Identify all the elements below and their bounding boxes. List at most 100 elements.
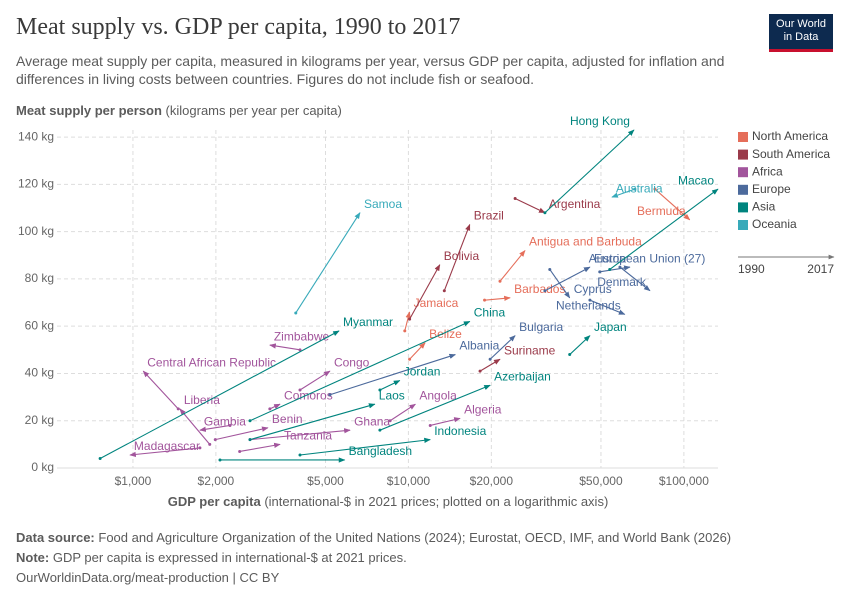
country-label: Cyprus [574,282,612,296]
x-tick-label: $1,000 [115,474,152,488]
legend-swatch [738,167,748,178]
country-label: Bermuda [637,204,686,218]
logo[interactable]: Our World in Data [769,14,833,52]
country-arrow [379,380,401,391]
start-point [328,393,332,397]
country-label: Albania [459,339,499,353]
start-point [378,388,382,392]
country-label: Laos [379,388,405,402]
country-arrow [609,188,719,270]
x-tick-label: $50,000 [579,474,623,488]
country-label: Denmark [597,275,647,289]
country-arrow [404,311,411,332]
start-point [588,298,592,302]
country-arrow [484,295,511,301]
start-point [442,289,446,293]
logo-line: Our World [776,18,826,30]
start-point [513,197,517,201]
country-arrow [215,426,269,441]
country-arrow [329,353,456,396]
legend-label: Europe [752,182,791,196]
start-point [488,357,492,361]
country-label: Barbados [514,282,565,296]
y-axis-note: (kilograms per year per capita) [166,103,342,118]
start-point [238,449,242,453]
start-point [653,187,657,191]
country-arrow [179,408,211,445]
x-axis-note: (international-$ in 2021 prices; plotted… [264,494,608,509]
note-label: Note: [16,550,50,565]
country-label: Macao [678,173,714,187]
country-arrow [544,266,591,292]
source-line: Data source: Food and Agriculture Organi… [16,528,731,548]
country-arrow [99,330,340,460]
country-arrow [299,370,331,391]
chart-subtitle: Average meat supply per capita, measured… [16,53,725,87]
legend-label: Asia [752,200,776,214]
country-arrow [239,442,281,452]
country-arrow [599,265,631,273]
y-tick-label: 140 kg [18,129,54,143]
y-axis-title: Meat supply per person [16,103,162,118]
country-label: Bolivia [444,249,480,263]
start-point [633,187,637,191]
country-arrow [269,343,301,351]
legend-swatch [738,220,748,230]
x-tick-label: $2,000 [198,474,235,488]
start-point [294,311,298,315]
source: Food and Agriculture Organization of the… [98,530,732,545]
country-label: Indonesia [434,424,486,438]
country-label: China [474,306,506,320]
y-tick-label: 80 kg [25,271,54,285]
start-point [598,270,602,274]
country-label: Argentina [549,197,601,211]
country-label: Japan [594,320,627,334]
time-legend-end: 2017 [807,262,834,276]
legend-swatch [738,149,748,160]
country-arrow [129,447,200,458]
start-point [548,267,552,271]
country-arrow [430,417,461,426]
legend-label: North America [752,129,828,143]
url[interactable]: OurWorldinData.org/meat-production | CC … [16,570,280,585]
start-point [608,267,612,271]
country-arrow [619,266,651,292]
start-point [378,428,382,432]
country-arrow [269,403,281,410]
country-label: Bulgaria [519,320,563,334]
x-tick-label: $10,000 [387,474,431,488]
country-label: Algeria [464,403,502,417]
country-label: Australia [616,181,663,195]
time-legend-start: 1990 [738,262,765,276]
y-tick-label: 0 kg [31,460,54,474]
start-point [403,329,407,333]
country-label: Central African Republic [147,355,276,369]
country-arrow [443,223,471,291]
country-label: Hong Kong [570,114,630,128]
x-tick-label: $5,000 [307,474,344,488]
start-point [568,353,572,357]
country-label: European Union (27) [594,251,705,265]
legend-swatch [738,184,748,195]
footer: Data source: Food and Agriculture Organi… [16,528,731,588]
country-arrow [589,299,626,315]
country-label: Angola [419,388,457,402]
legend-swatch [738,132,748,142]
start-point [408,357,412,361]
country-label: Antigua and Barbuda [529,235,642,249]
country-arrow [569,335,591,355]
start-point [543,211,547,215]
legend-label: South America [752,147,830,161]
country-arrow [544,129,635,214]
country-arrow [499,250,526,282]
y-tick-label: 100 kg [18,224,54,238]
start-point [228,423,232,427]
start-point [218,458,222,462]
country-arrow [409,342,426,360]
start-point [388,419,392,423]
start-point [498,279,502,283]
start-point [198,446,202,450]
country-arrow [514,198,546,214]
country-label: Tanzania [284,429,332,443]
